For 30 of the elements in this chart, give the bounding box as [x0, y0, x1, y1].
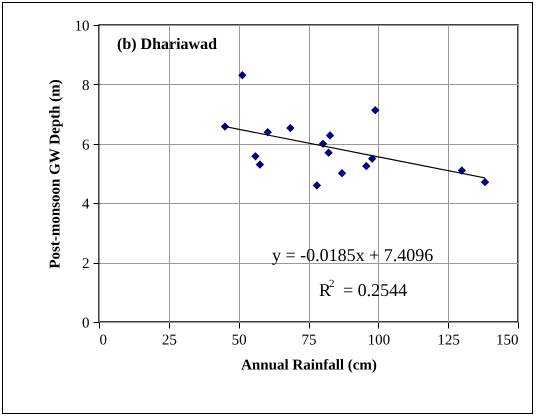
- y-tick-label: 4: [82, 196, 90, 213]
- x-tick-label: 25: [162, 332, 177, 348]
- x-tick-label: 75: [302, 332, 316, 348]
- point: [480, 178, 490, 186]
- point: [238, 71, 246, 80]
- y-tick-label: 8: [82, 78, 90, 94]
- x-tick-label: 150: [496, 332, 518, 348]
- point: [371, 106, 380, 114]
- point: [326, 131, 334, 140]
- point: [256, 160, 264, 169]
- x-tick-label: 100: [368, 332, 390, 348]
- x-tick-label: 125: [437, 332, 460, 348]
- text: (b) Dhariawad: [117, 36, 218, 53]
- point: [362, 162, 371, 170]
- y-tick-label: 2: [82, 256, 90, 272]
- point: [458, 166, 466, 175]
- annotation: y = -0.0185x + 7.4096: [272, 245, 434, 265]
- point: [324, 148, 333, 157]
- y-axis-title: Post-monsoon GW Depth (m): [48, 79, 64, 269]
- y-tick-label: 0: [82, 316, 90, 332]
- point: [251, 152, 260, 160]
- y-tick-label: 10: [74, 18, 90, 34]
- x-tick-label: 50: [232, 332, 247, 348]
- x-tick-label: 0: [100, 332, 107, 348]
- point: [312, 181, 322, 190]
- point: [338, 169, 346, 178]
- y-tick-label: 6: [82, 137, 90, 154]
- point: [286, 124, 295, 132]
- x-axis-title: Annual Rainfall (cm): [241, 358, 377, 374]
- point: [368, 154, 376, 163]
